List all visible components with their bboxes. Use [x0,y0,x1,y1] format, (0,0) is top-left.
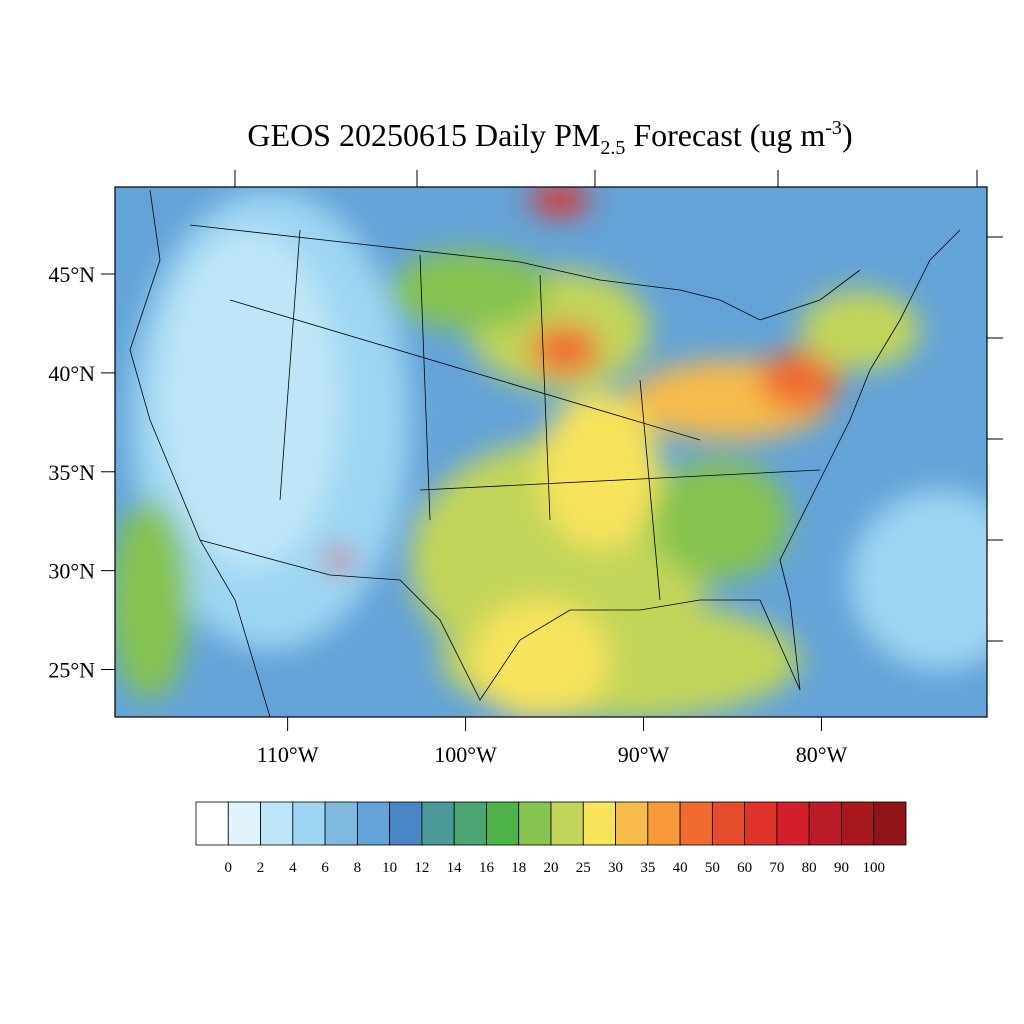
colorbar-box [486,801,520,846]
title-text: GEOS 20250615 Daily PM [247,117,600,153]
colorbar-label: 100 [862,860,885,876]
map-frame [114,186,988,718]
title-text: Forecast (ug m [633,117,825,153]
colorbar-box [582,801,616,846]
colorbar-box [324,801,358,846]
colorbar-label: 4 [289,860,297,876]
x-tick-label: 80°W [796,742,848,767]
field [115,187,987,717]
colorbar-box [389,801,423,846]
colorbar-label: 90 [834,860,849,876]
colorbar-box [711,801,746,846]
colorbar-label: 2 [257,860,265,876]
x-tick-label: 110°W [257,742,319,767]
colorbar-label: 12 [414,860,429,876]
colorbar-label: 18 [511,860,526,876]
boundaries [129,189,961,717]
y-tick-label: 30°N [48,559,95,584]
colorbar-box [776,801,810,846]
title-superscript: -3 [825,117,842,139]
colorbar-box [647,801,681,846]
x-tick-label: 100°W [434,742,497,767]
colorbar-box [195,801,229,846]
colorbar-box [550,801,584,846]
colorbar-box [453,801,487,846]
colorbar-box [841,801,875,846]
y-tick-label: 45°N [48,262,95,287]
colorbar-label: 50 [705,860,720,876]
colorbar-box [260,801,294,846]
colorbar-label: 40 [673,860,688,876]
colorbar-label: 8 [354,860,362,876]
x-tick-label: 90°W [618,742,670,767]
title-text: ) [842,117,853,153]
field-shading [115,187,987,717]
title: GEOS 20250615 Daily PM2.5 Forecast (ug m-… [247,117,852,159]
colorbar-label: 25 [576,860,591,876]
colorbar-box [873,801,907,846]
colorbar-box [615,801,649,846]
colorbar-label: 16 [479,860,495,876]
colorbar-box [227,801,261,846]
colorbar-label: 70 [769,860,784,876]
colorbar-label: 20 [544,860,559,876]
colorbar-label: 10 [382,860,397,876]
y-tick-label: 35°N [48,460,95,485]
colorbar-label: 60 [737,860,752,876]
colorbar-label: 14 [447,860,463,876]
frame-ticks [234,170,1003,642]
y-tick-label: 40°N [48,361,95,386]
colorbar-label: 35 [640,860,655,876]
colorbar-label: 0 [225,860,233,876]
y-tick-label: 25°N [48,658,95,683]
colorbar-label: 80 [802,860,817,876]
colorbar-box [679,801,713,846]
colorbar-box [356,801,391,846]
colorbar-label: 6 [321,860,329,876]
colorbar-box [292,801,326,846]
colorbar-box [808,801,842,846]
title-subscript: 2.5 [600,137,625,159]
colorbar-box [421,801,455,846]
colorbar-box [744,801,778,846]
colorbar-label: 30 [608,860,623,876]
colorbar-box [518,801,552,846]
